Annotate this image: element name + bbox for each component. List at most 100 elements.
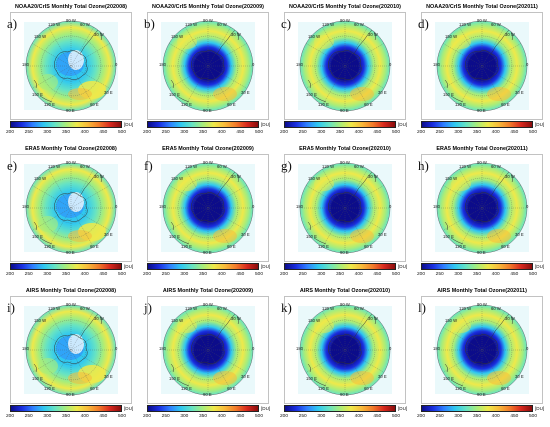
longitude-label: 30 E bbox=[104, 374, 113, 379]
longitude-label: 150 E bbox=[443, 376, 454, 381]
longitude-label: 30 W bbox=[505, 32, 515, 37]
colorbar-tick-label: 200 bbox=[5, 414, 15, 419]
colorbar-tick-label: 350 bbox=[472, 130, 482, 135]
panel-label: c) bbox=[281, 16, 292, 31]
colorbar-unit: [DU] bbox=[261, 406, 271, 411]
colorbar-tick-label: 500 bbox=[254, 130, 264, 135]
longitude-label: 60 W bbox=[354, 22, 364, 27]
colorbar-tick-label: 250 bbox=[161, 130, 170, 135]
longitude-label: 90 W bbox=[203, 18, 213, 23]
colorbar-tick-label: 400 bbox=[491, 130, 500, 135]
colorbar-tick-label: 200 bbox=[279, 414, 289, 419]
colorbar-tick-label: 500 bbox=[391, 414, 401, 419]
longitude-label: 30 W bbox=[231, 316, 241, 321]
colorbar-tick-label: 250 bbox=[161, 414, 170, 419]
longitude-label: 90 W bbox=[340, 18, 350, 23]
colorbar-unit: [DU] bbox=[398, 406, 408, 411]
longitude-label: 90 W bbox=[66, 18, 76, 23]
longitude-label: 60 E bbox=[90, 102, 99, 107]
colorbar-tick-label: 350 bbox=[198, 130, 208, 135]
longitude-label: 180 bbox=[159, 346, 167, 351]
longitude-label: 180 bbox=[433, 62, 441, 67]
polar-ozone-map: 90 W 120 W 60 W 150 W 30 W 180 0 150 E 30 E 120 E… bbox=[10, 154, 132, 262]
panel-title: ERA5 Monthly Total Ozone(202011) bbox=[436, 146, 528, 152]
colorbar-tick-label: 200 bbox=[5, 130, 15, 135]
colorbar-tick-label: 200 bbox=[416, 272, 426, 277]
panel-label: h) bbox=[418, 158, 429, 173]
colorbar-unit: [DU] bbox=[261, 264, 271, 269]
colorbar bbox=[284, 263, 396, 270]
colorbar-tick-label: 250 bbox=[298, 414, 307, 419]
longitude-label: 150 E bbox=[32, 234, 43, 239]
colorbar-unit: [DU] bbox=[535, 264, 545, 269]
colorbar-tick-label: 500 bbox=[528, 414, 538, 419]
map-panel: AIRS Monthly Total Ozone(202009) 90 W 120 … bbox=[141, 288, 275, 426]
longitude-label: 0 bbox=[252, 204, 255, 209]
colorbar-tick-label: 500 bbox=[117, 130, 127, 135]
longitude-label: 120 E bbox=[318, 102, 329, 107]
longitude-label: 90 W bbox=[477, 18, 487, 23]
panel-label: e) bbox=[7, 158, 18, 173]
colorbar-tick-label: 500 bbox=[254, 414, 264, 419]
longitude-label: 150 E bbox=[32, 92, 43, 97]
longitude-label: 120 E bbox=[44, 102, 55, 107]
colorbar-ticks: 200 250 300 350 400 450 500 bbox=[6, 130, 126, 138]
polar-ozone-map: 90 W 120 W 60 W 150 W 30 W 180 0 150 E 30 E 120 E… bbox=[10, 12, 132, 120]
longitude-label: 120 W bbox=[459, 306, 471, 311]
longitude-label: 150 W bbox=[171, 318, 183, 323]
polar-ozone-map: 90 W 120 W 60 W 150 W 30 W 180 0 150 E 30 E 120 E… bbox=[147, 296, 269, 404]
longitude-label: 90 E bbox=[66, 250, 75, 255]
colorbar-tick-label: 400 bbox=[354, 414, 363, 419]
colorbar-tick-label: 500 bbox=[391, 130, 401, 135]
colorbar-ticks: 200 250 300 350 400 450 500 bbox=[280, 272, 400, 280]
colorbar-ticks: 200 250 300 350 400 450 500 bbox=[417, 414, 537, 422]
longitude-label: 60 E bbox=[501, 386, 510, 391]
longitude-label: 0 bbox=[252, 346, 255, 351]
longitude-label: 30 W bbox=[505, 316, 515, 321]
panel-title: AIRS Monthly Total Ozone(202011) bbox=[437, 288, 527, 294]
longitude-label: 150 E bbox=[443, 92, 454, 97]
colorbar-tick-label: 350 bbox=[61, 414, 71, 419]
colorbar-tick-label: 250 bbox=[24, 272, 33, 277]
longitude-label: 180 bbox=[433, 346, 441, 351]
longitude-label: 90 E bbox=[203, 250, 212, 255]
longitude-label: 0 bbox=[389, 346, 392, 351]
longitude-label: 30 W bbox=[368, 32, 378, 37]
panel-title: NOAA20/CrIS Monthly Total Ozone(202010) bbox=[288, 4, 402, 10]
colorbar-tick-label: 350 bbox=[472, 414, 482, 419]
longitude-label: 0 bbox=[115, 346, 118, 351]
colorbar-tick-label: 450 bbox=[373, 130, 382, 135]
map-panel: NOAA20/CrIS Monthly Total Ozone(202008) 9… bbox=[4, 4, 138, 142]
colorbar-tick-label: 350 bbox=[335, 130, 345, 135]
colorbar-ticks: 200 250 300 350 400 450 500 bbox=[417, 130, 537, 138]
longitude-label: 180 bbox=[296, 204, 304, 209]
longitude-label: 90 E bbox=[477, 250, 486, 255]
longitude-label: 120 W bbox=[459, 22, 471, 27]
longitude-label: 150 E bbox=[169, 92, 180, 97]
colorbar-tick-label: 400 bbox=[80, 130, 89, 135]
colorbar-tick-label: 450 bbox=[99, 272, 108, 277]
panel-title: NOAA20/CrIS Monthly Total Ozone(202008) bbox=[14, 4, 128, 10]
polar-ozone-map: 90 W 120 W 60 W 150 W 30 W 180 0 150 E 30 E 120 E… bbox=[147, 12, 269, 120]
colorbar-tick-label: 450 bbox=[236, 414, 245, 419]
longitude-label: 150 W bbox=[171, 176, 183, 181]
polar-ozone-map: 90 W 120 W 60 W 150 W 30 W 180 0 150 E 30 E 120 E… bbox=[421, 12, 543, 120]
longitude-label: 150 W bbox=[34, 34, 46, 39]
colorbar bbox=[147, 263, 259, 270]
colorbar-tick-label: 200 bbox=[142, 272, 152, 277]
longitude-label: 150 E bbox=[306, 234, 317, 239]
polar-ozone-map: 90 W 120 W 60 W 150 W 30 W 180 0 150 E 30 E 120 E… bbox=[421, 154, 543, 262]
longitude-label: 60 W bbox=[491, 164, 501, 169]
longitude-label: 150 W bbox=[445, 318, 457, 323]
colorbar-tick-label: 450 bbox=[99, 414, 108, 419]
map-panel: NOAA20/CrIS Monthly Total Ozone(202011) 9… bbox=[415, 4, 549, 142]
colorbar-tick-label: 300 bbox=[180, 414, 189, 419]
colorbar-tick-label: 500 bbox=[117, 414, 127, 419]
colorbar-tick-label: 350 bbox=[335, 414, 345, 419]
longitude-label: 0 bbox=[252, 62, 255, 67]
longitude-label: 30 E bbox=[515, 374, 524, 379]
longitude-label: 30 W bbox=[94, 316, 104, 321]
map-panel: ERA5 Monthly Total Ozone(202008) 90 W 120 … bbox=[4, 146, 138, 284]
longitude-label: 30 W bbox=[368, 174, 378, 179]
colorbar-unit: [DU] bbox=[535, 406, 545, 411]
